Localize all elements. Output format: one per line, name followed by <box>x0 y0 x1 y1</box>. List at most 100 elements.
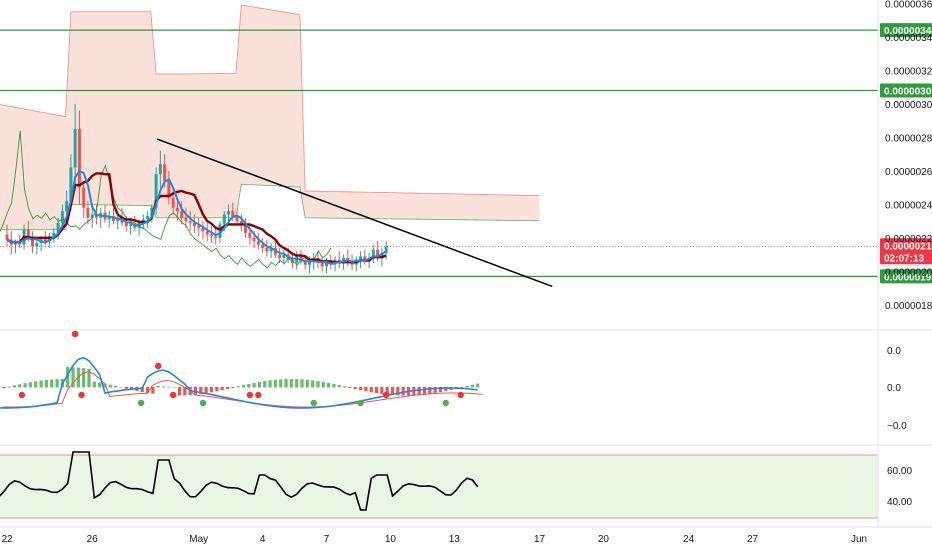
price-pane[interactable] <box>0 4 932 528</box>
candle-body[interactable] <box>65 201 69 212</box>
candle-body[interactable] <box>163 164 167 181</box>
candle-body[interactable] <box>359 256 363 260</box>
candle-body[interactable] <box>303 261 307 265</box>
candle-body[interactable] <box>231 211 235 217</box>
candle-body[interactable] <box>222 214 226 225</box>
candle-body[interactable] <box>90 214 94 218</box>
macd-bar <box>305 379 309 388</box>
price-axis[interactable]: 0.00000344 0.00000308 0.00000197 0.00000215… <box>877 0 932 527</box>
time-tick-label: 20 <box>598 534 610 545</box>
candle-body[interactable] <box>256 241 260 245</box>
macd-pane[interactable] <box>0 330 483 409</box>
macd-bar <box>215 387 219 392</box>
candle-body[interactable] <box>197 226 201 228</box>
candle-body[interactable] <box>82 187 86 208</box>
countdown-label: 02:07:13 <box>884 253 924 264</box>
candle-body[interactable] <box>56 222 60 233</box>
candle-body[interactable] <box>31 237 35 247</box>
candle-body[interactable] <box>5 234 9 240</box>
candle-body[interactable] <box>35 242 39 247</box>
macd-bar <box>273 379 277 388</box>
candle-body[interactable] <box>205 231 209 235</box>
candle-body[interactable] <box>73 128 77 168</box>
cloud-span-a <box>0 4 540 196</box>
macd-bar <box>470 384 475 388</box>
candle-body[interactable] <box>227 211 231 215</box>
rsi-pane[interactable] <box>0 451 878 519</box>
macd-bar <box>252 382 256 388</box>
time-tick-label: 13 <box>449 534 461 545</box>
macd-bar <box>327 382 331 388</box>
candle-body[interactable] <box>124 222 128 227</box>
candle-body[interactable] <box>86 207 90 218</box>
candle-body[interactable] <box>295 256 299 264</box>
candle-body[interactable] <box>184 217 188 222</box>
candle-body[interactable] <box>52 232 56 237</box>
candle-body[interactable] <box>244 224 248 233</box>
candle-body[interactable] <box>158 164 162 175</box>
candle-body[interactable] <box>129 224 133 227</box>
candle-body[interactable] <box>69 167 73 202</box>
rsi-band <box>0 455 878 518</box>
macd-bar <box>18 384 22 388</box>
candle-body[interactable] <box>307 261 311 265</box>
candle-body[interactable] <box>320 263 324 267</box>
candle-body[interactable] <box>171 197 175 208</box>
time-tick-label: 26 <box>87 534 99 545</box>
macd-bar <box>257 381 262 388</box>
candle-body[interactable] <box>188 221 192 223</box>
macd-cross-marker <box>169 391 177 399</box>
level-price-tag <box>880 23 932 38</box>
candle-body[interactable] <box>376 249 380 257</box>
candle-body[interactable] <box>154 174 158 208</box>
macd-bar <box>172 386 176 388</box>
candle-body[interactable] <box>94 214 98 218</box>
candle-body[interactable] <box>167 180 171 198</box>
macd-bar <box>204 387 208 394</box>
time-axis[interactable]: 22 26 May 4 7 10 13 17 20 24 27 Jun <box>1 534 867 545</box>
macd-bar <box>316 381 320 388</box>
candle-body[interactable] <box>252 237 256 242</box>
candle-body[interactable] <box>282 254 286 258</box>
macd-cross-marker <box>154 362 162 370</box>
candle-body[interactable] <box>278 254 282 258</box>
candle-body[interactable] <box>265 247 269 252</box>
candle-body[interactable] <box>107 216 111 220</box>
candle-body[interactable] <box>299 256 303 262</box>
candle-body[interactable] <box>261 244 265 248</box>
macd-bar <box>295 379 299 388</box>
candle-body[interactable] <box>218 224 222 238</box>
macd-bar <box>476 383 480 388</box>
candle-body[interactable] <box>325 261 328 267</box>
time-tick-label: 27 <box>747 534 759 545</box>
candle-body[interactable] <box>26 229 30 238</box>
candle-body[interactable] <box>60 211 64 223</box>
candle-body[interactable] <box>363 256 367 262</box>
candle-body[interactable] <box>209 234 213 237</box>
candle-body[interactable] <box>43 239 47 242</box>
candle-body[interactable] <box>192 222 196 227</box>
candle-body[interactable] <box>175 207 179 212</box>
macd-line <box>0 356 478 409</box>
macd-bar <box>396 387 400 396</box>
macd-bar <box>50 379 54 388</box>
downtrend-line[interactable] <box>156 138 553 288</box>
candle-body[interactable] <box>150 207 154 217</box>
macd-bar <box>390 387 395 396</box>
candle-body[interactable] <box>248 232 252 238</box>
candle-body[interactable] <box>371 249 375 258</box>
candle-body[interactable] <box>384 246 388 253</box>
macd-cross-marker <box>255 391 262 399</box>
candle-body[interactable] <box>269 247 273 252</box>
candle-body[interactable] <box>235 216 239 222</box>
macd-tick-label: 0.0 <box>887 346 901 357</box>
candle-body[interactable] <box>77 128 81 188</box>
candle-body[interactable] <box>201 227 205 232</box>
candle-body[interactable] <box>112 216 115 222</box>
candle-body[interactable] <box>180 211 184 218</box>
candle-body[interactable] <box>239 221 243 225</box>
candle-body[interactable] <box>214 236 218 238</box>
candle-body[interactable] <box>146 216 150 220</box>
